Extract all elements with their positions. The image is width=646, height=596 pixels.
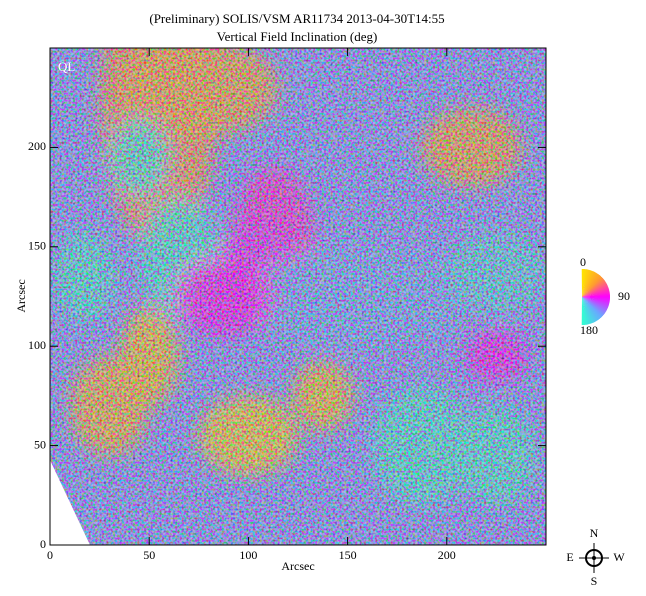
colorbar-wedge (582, 297, 599, 321)
colorbar-wedge (582, 297, 604, 316)
colorbar-wedge (582, 275, 601, 297)
colorbar-wedge (582, 292, 610, 297)
compass-west: W (613, 550, 625, 564)
colorbar-wedge (582, 297, 603, 319)
x-tick-label: 150 (339, 548, 357, 562)
colorbar-wedge (582, 293, 610, 297)
colorbar-wedge (582, 297, 593, 324)
x-tick-label: 200 (438, 548, 456, 562)
colorbar-wedge (582, 297, 595, 323)
colorbar-wedge (582, 297, 589, 325)
compass-center (592, 556, 596, 560)
x-axis-label: Arcsec (281, 559, 314, 573)
colorbar-wedge (582, 284, 608, 297)
colorbar-wedge (582, 288, 610, 297)
no-data-region (50, 460, 90, 545)
image-area (50, 48, 546, 545)
colorbar-wedge (581, 297, 584, 325)
y-tick-label: 150 (28, 239, 46, 253)
colorbar-wedge (582, 297, 604, 318)
compass-north: N (590, 526, 599, 540)
colorbar-wedge (582, 276, 604, 297)
y-tick-label: 100 (28, 338, 46, 352)
colorbar-wedge (582, 275, 603, 297)
colorbar-wedge (582, 286, 609, 297)
compass-east: E (566, 550, 573, 564)
y-tick-label: 200 (28, 139, 46, 153)
colorbar-tick-label: 90 (618, 289, 630, 303)
colorbar-tick-label: 0 (580, 255, 586, 269)
x-tick-label: 100 (239, 548, 257, 562)
colorbar-wedge (582, 297, 600, 320)
colorbar-wedge (582, 297, 587, 325)
colorbar-wedge (582, 274, 600, 297)
y-axis-label: Arcsec (14, 279, 28, 312)
colorbar-wedge (582, 281, 607, 297)
colorbar-wedge (582, 289, 610, 297)
colorbar-wedge (582, 273, 599, 297)
colorbar-wedge (582, 285, 609, 297)
colorbar-wedge (582, 282, 608, 297)
colorbar (581, 269, 611, 325)
chart-subtitle: Vertical Field Inclination (deg) (217, 29, 378, 44)
chart-title: (Preliminary) SOLIS/VSM AR11734 2013-04-… (149, 11, 444, 26)
colorbar-wedge (582, 297, 594, 324)
colorbar-wedge (582, 297, 586, 325)
colorbar-wedge (582, 290, 610, 297)
plot-frame (49, 47, 547, 546)
colorbar-wedge (582, 279, 605, 297)
compass-south: S (591, 574, 598, 588)
y-tick-label: 50 (34, 437, 46, 451)
x-tick-label: 50 (143, 548, 155, 562)
colorbar-wedge (582, 278, 604, 297)
colorbar-wedge (582, 297, 606, 314)
y-tick-label: 0 (40, 537, 46, 551)
colorbar-wedge (582, 297, 597, 323)
colorbar-wedge (582, 297, 601, 319)
colorbar-wedge (582, 297, 590, 325)
x-tick-label: 0 (47, 548, 53, 562)
compass: N S E W (566, 526, 625, 588)
colorbar-tick-label: 180 (580, 323, 598, 337)
colorbar-wedge (582, 297, 591, 325)
colorbar-wedge (582, 280, 606, 297)
colorbar-wedge (582, 297, 605, 315)
colorbar-wedge (582, 297, 598, 322)
corner-label: QL (58, 59, 75, 74)
image-noise (50, 48, 546, 545)
